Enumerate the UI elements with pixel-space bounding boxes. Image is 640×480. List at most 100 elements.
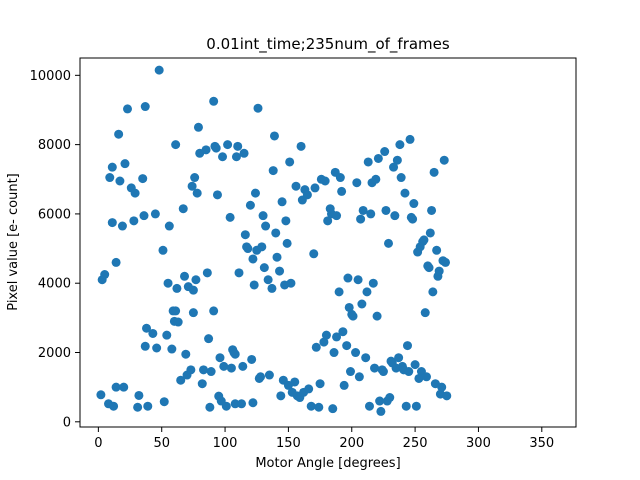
data-point — [314, 402, 324, 412]
x-tick-label: 0 — [94, 436, 102, 451]
data-point — [197, 379, 207, 389]
data-point — [239, 148, 249, 158]
data-point — [405, 134, 415, 144]
data-point — [358, 205, 368, 215]
data-point — [129, 216, 139, 226]
data-point — [286, 278, 296, 288]
plot-frame — [79, 57, 577, 428]
data-point — [190, 173, 200, 183]
data-point — [233, 141, 243, 151]
data-point — [191, 275, 201, 285]
data-point — [123, 104, 133, 114]
data-point — [309, 249, 319, 259]
data-point — [434, 266, 444, 276]
data-point — [209, 306, 219, 316]
data-point — [281, 216, 291, 226]
data-point — [357, 299, 367, 309]
data-point — [109, 401, 119, 411]
data-point — [264, 370, 274, 380]
data-point — [385, 393, 395, 403]
data-point — [221, 401, 231, 411]
data-point — [117, 221, 127, 231]
data-point — [422, 372, 431, 382]
y-tick-label: 6000 — [38, 207, 71, 222]
data-point — [339, 380, 349, 390]
data-point — [277, 197, 287, 207]
x-tick-label: 350 — [529, 436, 554, 451]
data-point — [362, 287, 372, 297]
data-point — [269, 131, 279, 141]
data-point — [306, 401, 316, 411]
data-point — [321, 330, 331, 340]
data-point — [267, 283, 277, 293]
data-point — [381, 205, 391, 215]
data-point — [282, 238, 292, 248]
data-point — [202, 268, 212, 278]
data-point — [150, 209, 160, 219]
data-point — [263, 275, 273, 285]
data-point — [187, 181, 197, 191]
data-point — [404, 367, 414, 377]
data-point — [219, 361, 229, 371]
data-point — [272, 252, 282, 262]
data-point — [154, 65, 164, 75]
data-point — [199, 365, 209, 375]
data-point — [427, 205, 437, 215]
data-point — [319, 337, 329, 347]
data-point — [442, 391, 452, 401]
data-point — [100, 270, 110, 280]
data-point — [291, 181, 301, 191]
data-point — [390, 211, 400, 221]
data-point — [230, 399, 240, 409]
x-tick-label: 250 — [403, 436, 428, 451]
data-point — [378, 367, 388, 377]
data-point — [366, 209, 376, 219]
data-point — [115, 176, 125, 186]
data-point — [96, 390, 106, 400]
data-point — [439, 155, 449, 165]
data-point — [211, 143, 221, 153]
data-point — [311, 342, 321, 352]
data-point — [310, 183, 320, 193]
data-point — [428, 287, 438, 297]
data-point — [158, 245, 168, 255]
data-point — [163, 278, 173, 288]
data-point — [248, 254, 258, 264]
y-tick-label: 0 — [63, 415, 71, 430]
data-point — [238, 361, 248, 371]
data-point — [329, 348, 339, 358]
data-point — [114, 129, 124, 139]
data-point — [230, 349, 240, 359]
data-point — [133, 402, 143, 412]
data-point — [261, 221, 271, 231]
data-point — [441, 257, 451, 267]
data-point — [411, 401, 421, 411]
y-tick-label: 10000 — [30, 69, 71, 84]
x-axis-ticks: 0 50 100 150 200 250 300 350 — [94, 427, 554, 451]
data-point — [432, 245, 442, 255]
data-point — [370, 363, 380, 373]
data-point — [164, 221, 174, 231]
data-point — [408, 214, 418, 224]
data-point — [425, 228, 435, 238]
data-point — [380, 147, 390, 157]
data-point — [188, 308, 198, 318]
x-tick-label: 50 — [153, 436, 170, 451]
data-point — [420, 308, 430, 318]
y-tick-label: 2000 — [38, 346, 71, 361]
data-point — [323, 216, 333, 226]
data-point — [107, 162, 117, 172]
data-point — [395, 140, 405, 150]
data-point — [186, 365, 196, 375]
data-point — [342, 341, 352, 351]
data-point — [162, 330, 172, 340]
data-point — [384, 238, 393, 248]
data-point — [140, 341, 150, 351]
data-point — [352, 178, 362, 188]
data-point — [275, 266, 285, 276]
data-point — [201, 145, 211, 155]
data-point — [400, 188, 410, 198]
x-axis-label: Motor Angle [degrees] — [255, 456, 400, 471]
data-point — [302, 190, 312, 200]
data-point — [296, 141, 306, 151]
